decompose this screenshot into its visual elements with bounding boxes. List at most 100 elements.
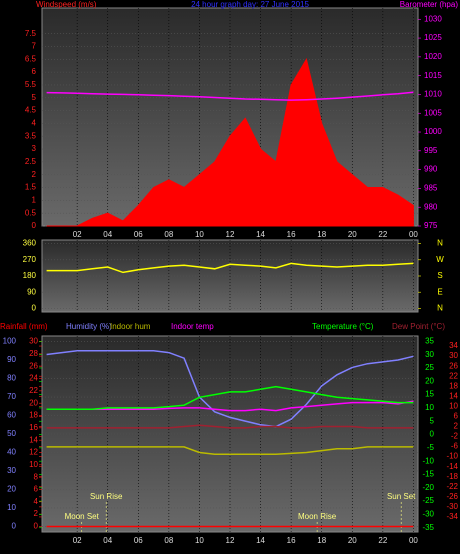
tick-label: 20 (29, 398, 38, 407)
tick-label: -35 (422, 523, 434, 532)
annotation: Moon Set (65, 512, 100, 521)
tick-label: 995 (424, 146, 438, 155)
x-tick-label: 22 (378, 230, 387, 239)
tick-label: 34 (449, 341, 458, 350)
tick-label: 22 (29, 386, 38, 395)
tick-label: 14 (29, 435, 38, 444)
tick-label: 10 (7, 503, 16, 512)
tick-label: 12 (29, 448, 38, 457)
tick-label: 1005 (424, 108, 442, 117)
line (46, 350, 414, 428)
tick-label: 7.5 (25, 29, 37, 38)
tick-label: E (437, 287, 442, 296)
line (46, 385, 414, 410)
tick-label: -18 (446, 472, 458, 481)
tick-label: -34 (446, 512, 458, 521)
tick-label: 2 (454, 422, 459, 431)
x-tick-label: 08 (164, 230, 173, 239)
x-tick-label: 18 (317, 536, 326, 545)
tick-label: 15 (425, 390, 434, 399)
x-tick-label: 16 (287, 536, 296, 545)
tick-label: -10 (446, 452, 458, 461)
x-tick-label: 20 (348, 230, 357, 239)
tick-label: 985 (424, 184, 438, 193)
tick-label: 1015 (424, 71, 442, 80)
tick-label: 18 (449, 381, 458, 390)
x-tick-label: 06 (134, 230, 143, 239)
x-tick-label: 02 (73, 536, 82, 545)
tick-label: 0 (32, 304, 37, 313)
tick-label: 7 (32, 42, 37, 51)
wind-axis-label: Windspeed (m/s) (36, 0, 97, 9)
tick-label: -30 (422, 510, 434, 519)
tick-label: 3.5 (25, 131, 37, 140)
x-tick-label: 14 (256, 536, 265, 545)
tick-label: W (436, 255, 444, 264)
line (46, 424, 414, 429)
tick-label: 1020 (424, 52, 442, 61)
tick-label: 0 (430, 430, 435, 439)
legend-entry: Indoor temp (171, 322, 214, 331)
tick-label: 1 (32, 195, 37, 204)
tick-label: S (437, 271, 442, 280)
tick-label: 0 (32, 221, 37, 230)
tick-label: 2.5 (25, 157, 37, 166)
tick-label: 30 (29, 337, 38, 346)
tick-label: 270 (23, 255, 37, 264)
tick-label: 1025 (424, 33, 442, 42)
tick-label: 1000 (424, 127, 442, 136)
barometer-axis-label: Barometer (hpa) (400, 0, 459, 9)
tick-label: 980 (424, 202, 438, 211)
tick-label: 70 (7, 392, 16, 401)
tick-label: 90 (27, 287, 36, 296)
tick-label: 35 (425, 336, 434, 345)
tick-label: 0.5 (25, 208, 37, 217)
tick-label: 60 (7, 411, 16, 420)
tick-label: 80 (7, 374, 16, 383)
x-tick-label: 08 (164, 536, 173, 545)
legend-entry: Indoor hum (110, 322, 151, 331)
x-tick-label: 12 (226, 536, 235, 545)
tick-label: -2 (451, 432, 459, 441)
line (46, 262, 414, 274)
tick-label: 1.5 (25, 183, 37, 192)
x-tick-label: 04 (103, 536, 112, 545)
tick-label: 10 (29, 460, 38, 469)
tick-label: 5 (430, 416, 435, 425)
x-tick-label: 20 (348, 536, 357, 545)
tick-label: 16 (29, 423, 38, 432)
tick-label: 100 (3, 337, 17, 346)
tick-label: 975 (424, 221, 438, 230)
tick-label: -6 (451, 442, 459, 451)
tick-label: 14 (449, 391, 458, 400)
x-tick-label: 14 (256, 230, 265, 239)
tick-label: 26 (449, 361, 458, 370)
tick-label: -10 (422, 456, 434, 465)
tick-label: 50 (7, 429, 16, 438)
tick-label: N (437, 239, 443, 248)
line (46, 400, 414, 412)
tick-label: 30 (425, 350, 434, 359)
x-tick-label: 16 (287, 230, 296, 239)
tick-label: -5 (427, 443, 435, 452)
tick-label: 5.5 (25, 80, 37, 89)
tick-label: 10 (449, 401, 458, 410)
tick-label: 20 (7, 485, 16, 494)
x-tick-label: 06 (134, 536, 143, 545)
tick-label: 18 (29, 411, 38, 420)
legend-entry: Dew Point (°C) (392, 322, 445, 331)
tick-label: 24 (29, 374, 38, 383)
tick-label: 30 (7, 466, 16, 475)
tick-label: 10 (425, 403, 434, 412)
tick-label: 20 (425, 376, 434, 385)
tick-label: 6 (454, 412, 459, 421)
x-tick-label: 12 (226, 230, 235, 239)
x-tick-label: 10 (195, 536, 204, 545)
annotation: Moon Rise (298, 512, 337, 521)
tick-label: -14 (446, 462, 458, 471)
tick-label: 180 (23, 271, 37, 280)
temperature-panel (41, 335, 419, 533)
x-tick-label: 18 (317, 230, 326, 239)
tick-label: -26 (446, 492, 458, 501)
